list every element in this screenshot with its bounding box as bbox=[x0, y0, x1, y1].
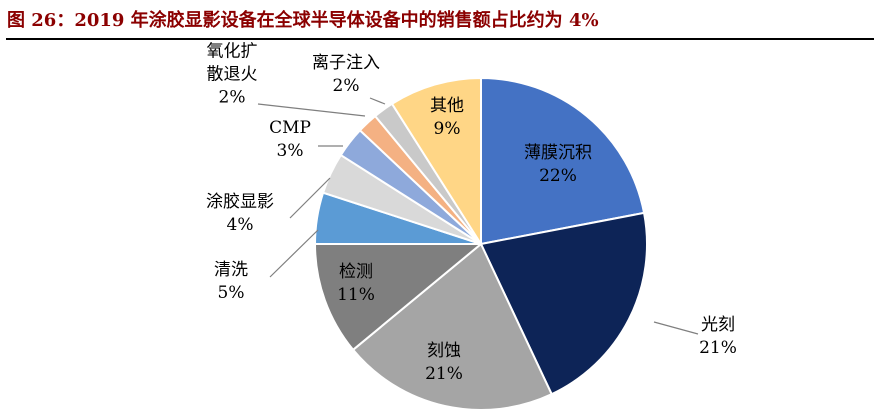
pie-label-slice-4: 检测 11% bbox=[337, 262, 375, 305]
figure-title: 图 26：2019 年涂胶显影设备在全球半导体设备中的销售额占比约为 4% bbox=[7, 10, 599, 31]
pie-category-label: 氧化扩 bbox=[207, 42, 258, 62]
pie-value-label: 2% bbox=[219, 88, 246, 108]
pie-value-label: 9% bbox=[434, 119, 461, 139]
pie-leader-line bbox=[269, 229, 319, 278]
pie-category-label: 其他 bbox=[430, 96, 464, 116]
pie-leader-line bbox=[653, 321, 699, 335]
title-divider bbox=[6, 38, 874, 40]
pie-value-label: 22% bbox=[539, 166, 577, 186]
pie-label-slice-5: 清洗 5% bbox=[214, 260, 248, 303]
pie-value-label: 21% bbox=[425, 364, 463, 384]
pie-value-label: 11% bbox=[337, 285, 375, 305]
pie-slice-10 bbox=[390, 76, 482, 248]
pie-category-label: 光刻 bbox=[701, 315, 735, 335]
pie-label-slice-10: 其他 9% bbox=[430, 96, 464, 139]
pie-value-label: 4% bbox=[227, 215, 254, 235]
pie-category-label: 离子注入 bbox=[312, 53, 380, 73]
pie-slice-1 bbox=[480, 76, 646, 246]
pie-value-label: 21% bbox=[699, 338, 737, 358]
pie-category-label: 清洗 bbox=[214, 260, 248, 280]
pie-leader-line bbox=[369, 97, 386, 105]
pie-slice-3 bbox=[351, 242, 554, 411]
pie-category-label: CMP bbox=[269, 118, 311, 138]
pie-category-label: 涂胶显影 bbox=[206, 192, 274, 212]
pie-label-slice-3: 刻蚀 21% bbox=[425, 341, 463, 384]
pie-leader-line bbox=[289, 177, 331, 219]
pie-value-label: 2% bbox=[333, 76, 360, 96]
pie-slice-2 bbox=[479, 211, 649, 396]
pie-category-label: 刻蚀 bbox=[427, 341, 461, 361]
pie-leader-line bbox=[257, 103, 366, 117]
pie-label-slice-9: 离子注入 2% bbox=[312, 53, 380, 96]
pie-label-slice-6: 涂胶显影 4% bbox=[206, 192, 274, 235]
pie-value-label: 3% bbox=[277, 141, 304, 161]
pie-label-slice-2: 光刻 21% bbox=[699, 315, 737, 358]
pie-label-slice-7: CMP 3% bbox=[269, 118, 311, 161]
pie-label-slice-1: 薄膜沉积 22% bbox=[524, 143, 592, 186]
pie-category-label: 散退火 bbox=[207, 65, 258, 85]
pie-category-label: 薄膜沉积 bbox=[524, 143, 592, 163]
pie-value-label: 5% bbox=[218, 283, 245, 303]
pie-slice-4 bbox=[313, 243, 484, 352]
pie-category-label: 检测 bbox=[339, 262, 373, 282]
